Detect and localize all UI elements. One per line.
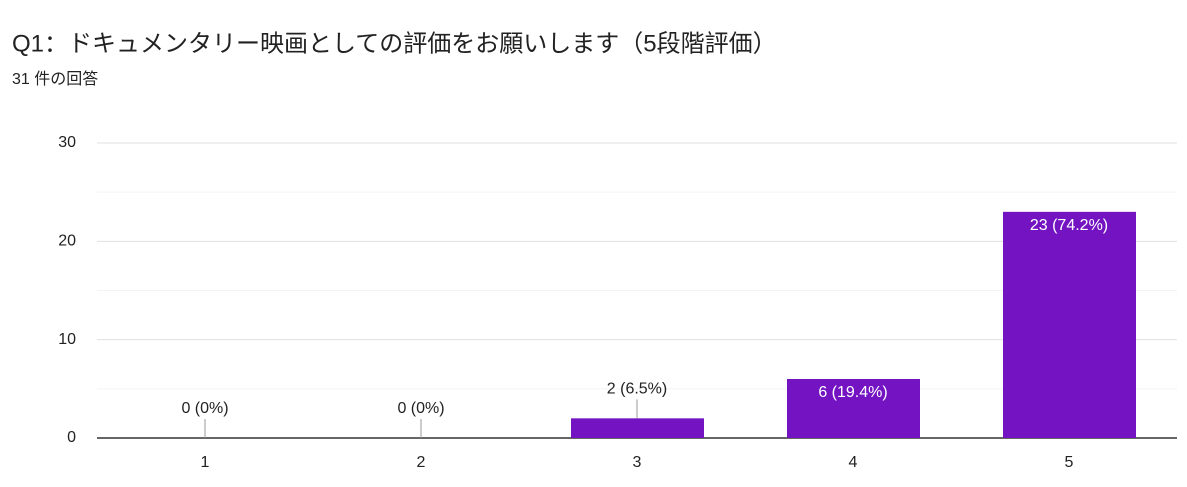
x-tick-label: 3 [633,454,642,471]
data-label: 0 (0%) [181,400,228,417]
bar [1003,211,1136,438]
x-tick-label: 2 [417,454,426,471]
bar [787,379,920,438]
y-tick-label: 0 [67,429,76,446]
x-tick-label: 4 [849,454,858,471]
x-tick-label: 1 [201,454,210,471]
y-tick-label: 30 [58,134,76,151]
chart-title: Q1：ドキュメンタリー映画としての評価をお願いします（5段階評価） [12,30,777,57]
data-label: 6 (19.4%) [818,384,887,401]
chart-subtitle: 31 件の回答 [12,70,98,88]
data-label: 0 (0%) [397,400,444,417]
x-tick-label: 5 [1065,454,1074,471]
data-label: 2 (6.5%) [607,381,667,398]
data-label: 23 (74.2%) [1030,217,1108,234]
y-tick-label: 10 [58,331,76,348]
y-tick-label: 20 [58,233,76,250]
bar [571,418,704,438]
